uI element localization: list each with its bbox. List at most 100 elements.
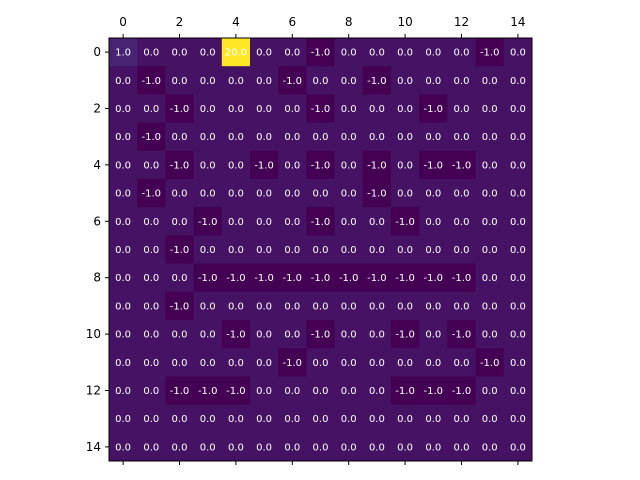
heatmap-cell-value: 0.0 — [369, 48, 385, 59]
heatmap-cell — [137, 235, 166, 264]
heatmap-cell — [109, 66, 138, 95]
heatmap-cell — [419, 291, 448, 321]
heatmap-cell-value: 0.0 — [256, 358, 272, 369]
heatmap-cell-value: -1.0 — [226, 273, 246, 284]
heatmap-cell — [137, 38, 166, 67]
heatmap-cell-value: -1.0 — [480, 48, 500, 59]
heatmap-cell — [447, 150, 476, 180]
heatmap-cell — [221, 263, 251, 293]
heatmap-cell — [193, 432, 223, 462]
heatmap-cell — [137, 376, 166, 405]
heatmap-cell — [193, 404, 223, 434]
heatmap-cell — [109, 179, 138, 208]
heatmap-cell-value: 0.0 — [200, 76, 216, 87]
heatmap-cell-value: 0.0 — [482, 414, 498, 425]
heatmap-cell — [419, 263, 448, 293]
heatmap-cell — [250, 235, 279, 264]
y-axis-left: 0 2 4 6 8 10 12 14 — [86, 45, 109, 454]
heatmap-cell-value: -1.0 — [170, 160, 190, 171]
heatmap-cell — [503, 320, 533, 349]
heatmap-cell — [165, 263, 194, 293]
heatmap-cell — [334, 122, 364, 152]
heatmap-cell — [278, 432, 307, 462]
heatmap-cell-value: 0.0 — [284, 132, 300, 143]
heatmap-cell — [221, 150, 251, 180]
heatmap-cell-value: 0.0 — [200, 189, 216, 200]
heatmap-cell-value: 0.0 — [284, 245, 300, 256]
heatmap-cell — [475, 320, 505, 349]
heatmap-cell — [334, 66, 364, 95]
heatmap-cell-value: -1.0 — [367, 189, 387, 200]
heatmap-cell — [362, 320, 392, 349]
heatmap-cell — [503, 179, 533, 208]
heatmap-cell-value: -1.0 — [311, 104, 331, 115]
heatmap-cell-value: 0.0 — [482, 386, 498, 397]
heatmap-cell — [419, 404, 448, 434]
heatmap-cell-value: 0.0 — [143, 414, 159, 425]
heatmap-cell — [419, 320, 448, 349]
heatmap-cell-value: 0.0 — [454, 442, 470, 453]
heatmap-cell — [306, 66, 335, 95]
heatmap-cell — [362, 150, 392, 180]
heatmap-cell — [193, 38, 223, 67]
heatmap-cell — [503, 404, 533, 434]
heatmap-cell-value: 0.0 — [284, 414, 300, 425]
heatmap-cell-value: 0.0 — [482, 330, 498, 341]
heatmap-cell-value: 0.0 — [369, 132, 385, 143]
heatmap-cell — [221, 66, 251, 95]
heatmap-cell — [278, 66, 307, 95]
heatmap-cell-value: 0.0 — [313, 132, 329, 143]
heatmap-cell-value: 0.0 — [115, 76, 131, 87]
heatmap-cell-value: 0.0 — [172, 48, 188, 59]
heatmap-cell-value: 0.0 — [228, 189, 244, 200]
heatmap-cell — [165, 376, 194, 405]
heatmap-cell — [250, 150, 279, 180]
heatmap-cell-value: 0.0 — [510, 273, 526, 284]
heatmap-cell — [334, 432, 364, 462]
heatmap-cell-value: 0.0 — [510, 48, 526, 59]
heatmap-cell-value: 0.0 — [454, 104, 470, 115]
heatmap-cell — [109, 432, 138, 462]
heatmap-cell — [109, 376, 138, 405]
heatmap-cell — [165, 348, 194, 377]
heatmap-cell-value: 0.0 — [143, 301, 159, 312]
heatmap-cell — [109, 122, 138, 152]
heatmap-cell-value: 0.0 — [313, 76, 329, 87]
heatmap-cell — [391, 404, 420, 434]
heatmap-cell — [503, 94, 533, 123]
heatmap-cell — [165, 150, 194, 180]
heatmap-cell — [362, 348, 392, 377]
heatmap-cell — [221, 291, 251, 321]
heatmap-cell-value: -1.0 — [226, 330, 246, 341]
heatmap-cell-value: -1.0 — [395, 273, 415, 284]
heatmap-cell-value: -1.0 — [367, 76, 387, 87]
heatmap-cell — [447, 179, 476, 208]
heatmap-cell — [362, 432, 392, 462]
heatmap-cell — [250, 66, 279, 95]
heatmap-cell — [306, 94, 335, 123]
heatmap-cell — [250, 122, 279, 152]
heatmap-cell-value: 0.0 — [115, 330, 131, 341]
heatmap-cell-value: 0.0 — [228, 104, 244, 115]
heatmap-cell-value: 0.0 — [510, 301, 526, 312]
heatmap-cell — [447, 235, 476, 264]
heatmap-cell-value: 0.0 — [454, 48, 470, 59]
heatmap-cell-value: 0.0 — [454, 189, 470, 200]
heatmap-cell-value: 0.0 — [200, 104, 216, 115]
heatmap-cell-value: 0.0 — [172, 330, 188, 341]
heatmap-cell-value: 0.0 — [200, 48, 216, 59]
heatmap-cell-value: 0.0 — [510, 442, 526, 453]
heatmap-cell-value: 0.0 — [172, 442, 188, 453]
heatmap-cell-value: 0.0 — [256, 330, 272, 341]
heatmap-cell — [109, 150, 138, 180]
heatmap-cell-value: 0.0 — [115, 104, 131, 115]
heatmap-cell — [334, 179, 364, 208]
heatmap-cell — [278, 376, 307, 405]
heatmap-cell-value: 1.0 — [115, 48, 131, 59]
heatmap-cell-value: 0.0 — [256, 386, 272, 397]
heatmap-cell-value: -1.0 — [254, 273, 274, 284]
heatmap-cell-value: 0.0 — [256, 104, 272, 115]
heatmap-cell — [109, 291, 138, 321]
heatmap-cell-value: 0.0 — [228, 442, 244, 453]
heatmap-cell — [193, 291, 223, 321]
